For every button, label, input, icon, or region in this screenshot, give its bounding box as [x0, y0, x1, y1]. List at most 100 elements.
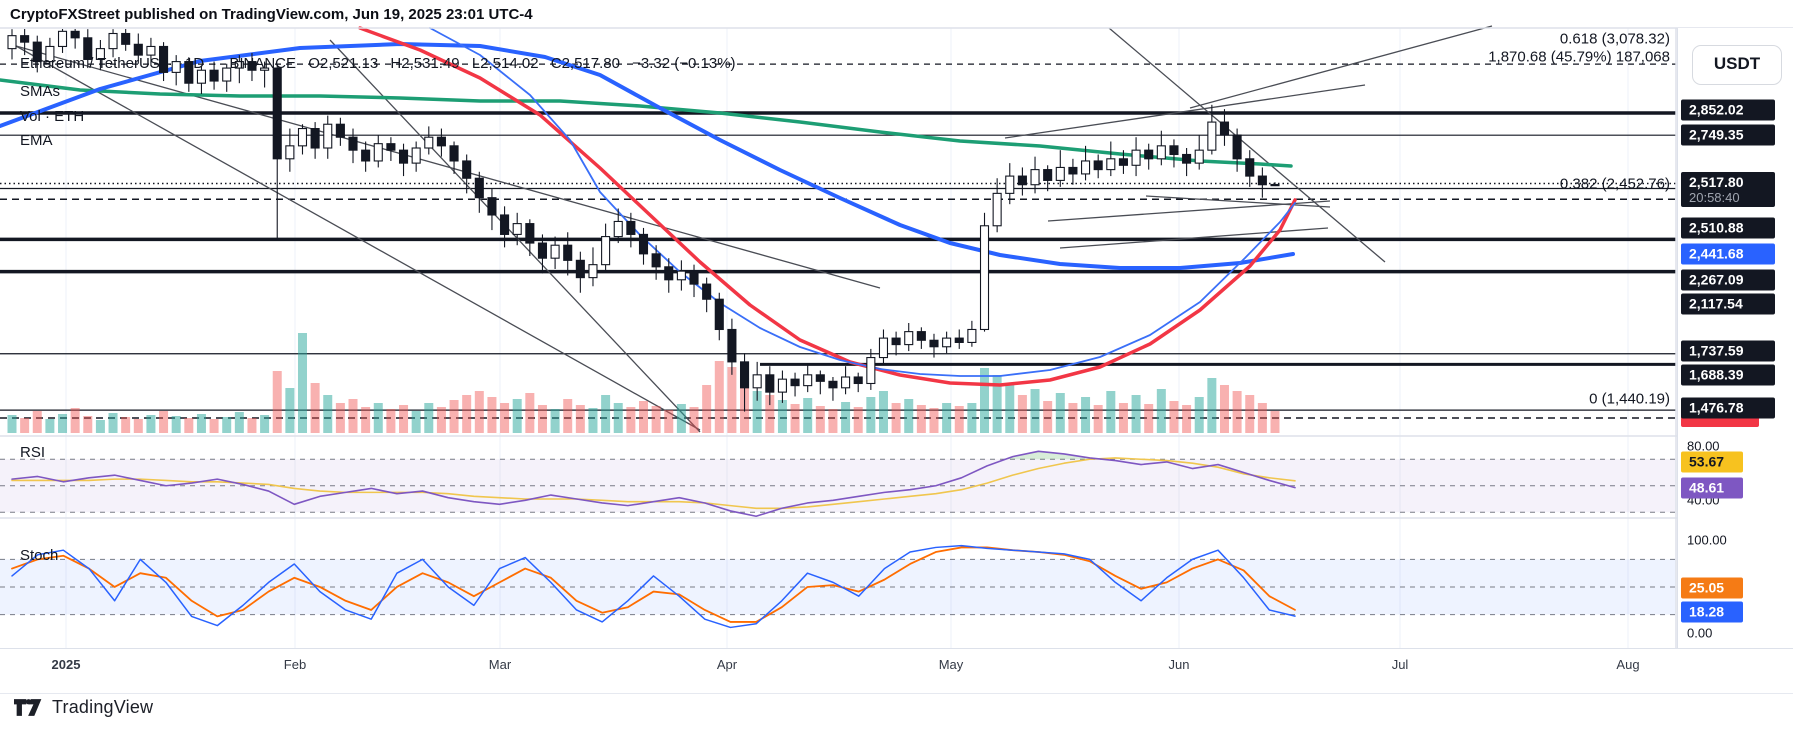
- volume-bar: [474, 391, 484, 433]
- volume-bar: [1182, 405, 1192, 433]
- currency-toggle-button[interactable]: USDT: [1692, 45, 1782, 85]
- symbol-legend[interactable]: Ethereum / TetherUS · 1D · BINANCE O2,521.…: [20, 55, 744, 72]
- volume-bar: [967, 403, 977, 433]
- candle-down: [133, 43, 143, 56]
- candle-up: [512, 223, 522, 235]
- volume-bar: [1118, 403, 1128, 433]
- volume-bar: [752, 391, 762, 433]
- candle-down: [1017, 175, 1027, 186]
- sma-blue: [0, 42, 1295, 270]
- volume-bar: [500, 403, 510, 433]
- candle-down: [790, 378, 800, 387]
- candle-up: [45, 45, 55, 63]
- candle-up: [942, 337, 952, 348]
- candle-up: [967, 328, 977, 343]
- time-axis-label[interactable]: May: [938, 657, 964, 672]
- candle-up: [979, 225, 990, 331]
- time-axis-label[interactable]: Feb: [283, 657, 307, 672]
- time-axis-label[interactable]: Jul: [1391, 657, 1409, 672]
- volume-bar: [32, 411, 42, 433]
- volume-bar: [651, 406, 661, 433]
- candle-down: [386, 143, 396, 151]
- volume-bar: [512, 399, 522, 433]
- symbol-name[interactable]: Ethereum / TetherUS: [20, 55, 160, 72]
- price-scale[interactable]: USDT 2,852.02 2,749.35 2,510.88 2,441.68 2,2…: [1677, 28, 1793, 648]
- volume-bar: [1055, 393, 1065, 433]
- legend-row-ema[interactable]: EMA: [20, 132, 53, 149]
- candle-up: [1106, 158, 1116, 171]
- trendline-2: [15, 45, 881, 289]
- volume-bar: [83, 416, 93, 433]
- volume-bar: [689, 407, 699, 433]
- time-axis-label[interactable]: Mar: [488, 657, 512, 672]
- volume-bar: [171, 416, 181, 433]
- ohlc-change: −3.32 (−0.13%): [632, 55, 736, 72]
- candle-down: [739, 361, 750, 389]
- volume-bar: [121, 417, 131, 433]
- trendline-5: [1189, 25, 1493, 109]
- candle-up: [95, 48, 105, 60]
- volume-bar: [575, 405, 585, 433]
- volume-bar: [234, 412, 244, 433]
- volume-bar: [904, 399, 914, 433]
- candle-up: [904, 331, 914, 346]
- candle-up: [57, 30, 68, 48]
- volume-bar: [601, 395, 611, 433]
- legend-row-volume[interactable]: Vol · ETH: [20, 108, 85, 125]
- stoch-pane-label[interactable]: Stoch: [20, 547, 59, 564]
- candle-down: [1270, 183, 1280, 187]
- trendline-8: [1059, 227, 1329, 249]
- rsi-pane-label[interactable]: RSI: [20, 444, 46, 461]
- candle-up: [7, 35, 17, 50]
- candle-up: [373, 143, 383, 162]
- candle-down: [474, 177, 484, 199]
- candle-down: [689, 270, 699, 285]
- candle-down: [20, 35, 30, 43]
- candle-down: [575, 259, 585, 279]
- tradingview-wordmark: TradingView: [52, 697, 154, 717]
- volume-bar: [891, 403, 901, 433]
- candle-down: [714, 298, 724, 331]
- volume-bar: [954, 406, 964, 433]
- stoch-scale-tick: 100.00: [1687, 532, 1727, 548]
- interval-label[interactable]: 1D: [184, 55, 205, 72]
- candle-up: [1207, 121, 1217, 151]
- volume-bar: [449, 400, 459, 433]
- candle-up: [803, 374, 813, 387]
- candle-down: [32, 41, 42, 63]
- candle-up: [866, 357, 876, 385]
- footer-branding[interactable]: TradingView: [14, 697, 153, 718]
- volume-bar: [348, 399, 358, 433]
- candle-up: [1156, 145, 1166, 160]
- time-axis-label[interactable]: 2025: [51, 657, 81, 672]
- candle-up: [297, 128, 308, 147]
- volume-bar: [537, 405, 547, 433]
- candle-down: [929, 339, 939, 348]
- volume-bar: [1005, 383, 1015, 433]
- volume-bar: [487, 397, 497, 433]
- rsi-scale-tick: 80.00: [1687, 438, 1720, 454]
- volume-bar: [626, 407, 636, 433]
- volume-bar: [664, 410, 674, 433]
- candle-down: [1093, 160, 1103, 171]
- legend-row-smas[interactable]: SMAs: [20, 83, 61, 100]
- time-axis-label[interactable]: Apr: [716, 657, 738, 672]
- fib-label: 0 (1,440.19): [1589, 390, 1670, 408]
- price-level-badge: 2,749.35: [1681, 124, 1775, 146]
- volume-bar: [803, 398, 813, 433]
- candle-up: [878, 337, 889, 359]
- time-axis-label[interactable]: Aug: [1616, 657, 1640, 672]
- time-axis[interactable]: 2025 Feb Mar Apr May Jun Jul Aug: [0, 648, 1793, 694]
- candle-up: [1005, 175, 1015, 194]
- volume-bar: [462, 395, 472, 433]
- time-axis-label[interactable]: Jun: [1168, 657, 1190, 672]
- candle-up: [108, 32, 118, 50]
- volume-bar: [765, 395, 775, 433]
- price-level-badge: 2,441.68: [1681, 243, 1775, 265]
- candle-down: [525, 223, 535, 244]
- volume-bar: [588, 408, 598, 433]
- trendline-7: [1047, 200, 1331, 222]
- volume-bar: [1270, 411, 1280, 433]
